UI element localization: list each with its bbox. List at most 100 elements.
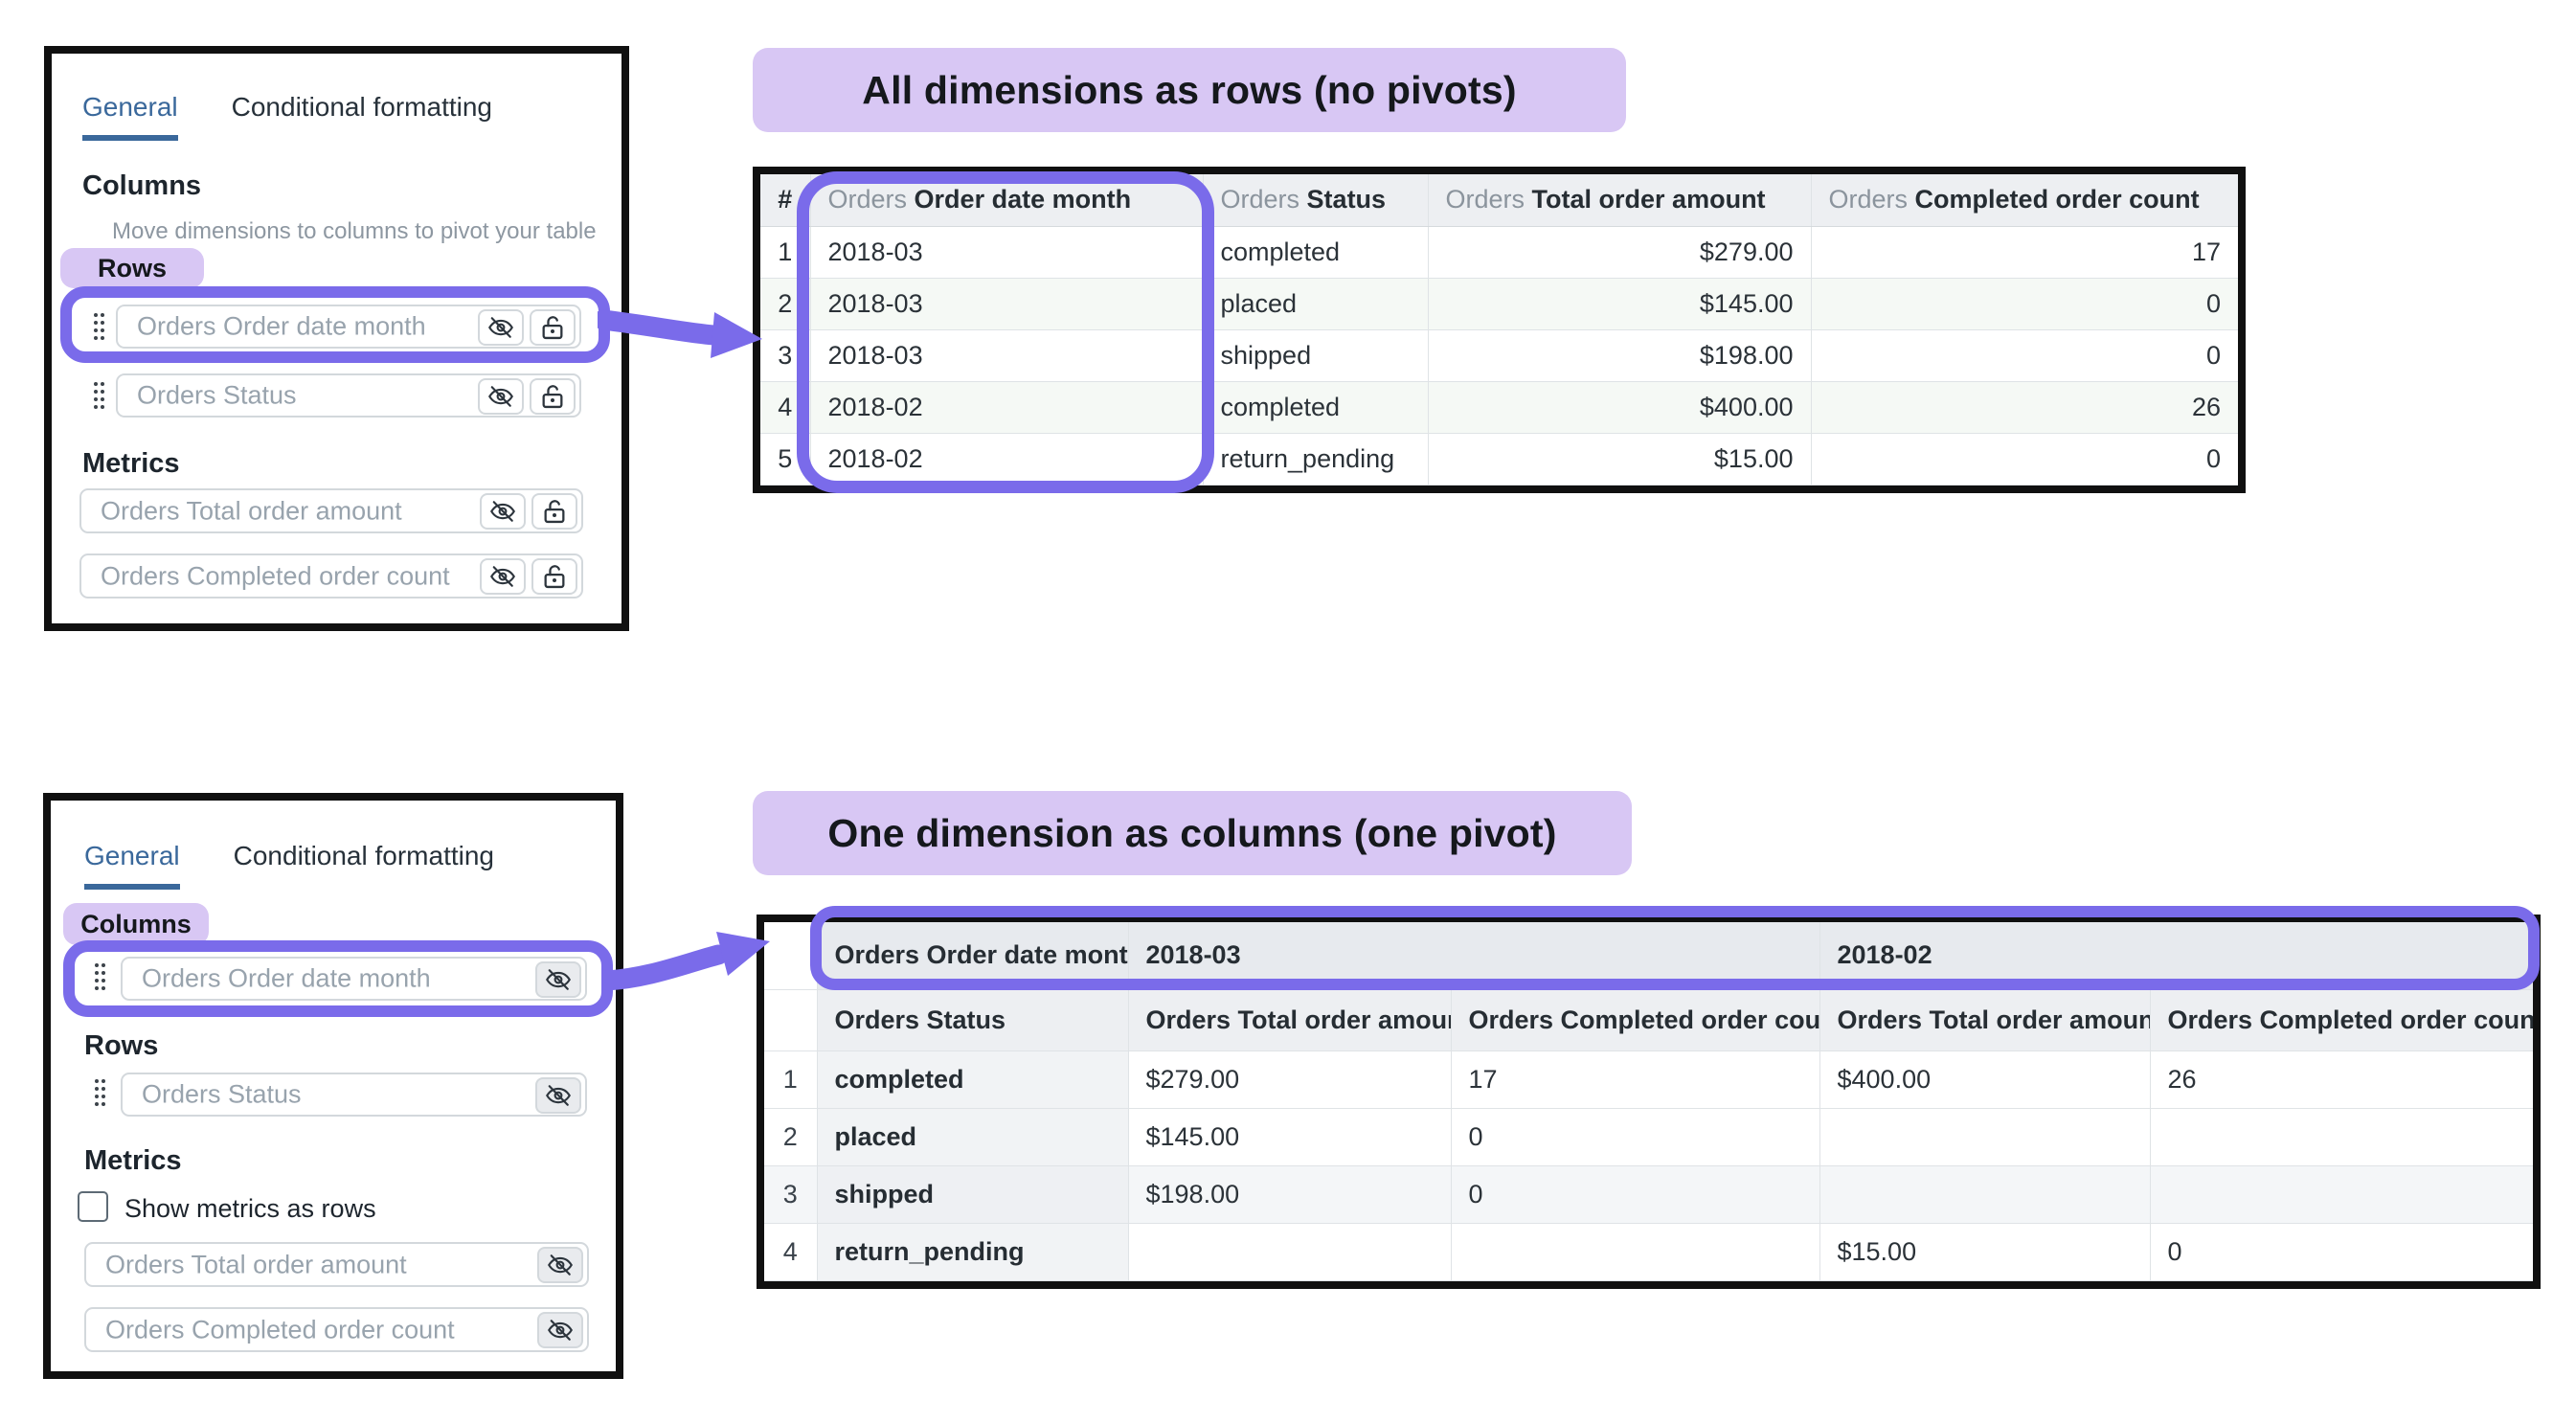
lock-field-button[interactable] <box>530 378 576 415</box>
field-orders-order-date-month[interactable]: Orders Order date month <box>121 957 587 1001</box>
col-header-total-order-amount[interactable]: Orders Total order amount <box>1428 174 1812 227</box>
table-settings-panel-one-pivot: General Conditional formatting Columns O… <box>43 793 623 1379</box>
hide-field-button[interactable] <box>537 1247 583 1283</box>
row-number-cell: 1 <box>760 226 811 279</box>
settings-tabs: General Conditional formatting <box>82 92 492 141</box>
drag-handle-icon[interactable] <box>92 960 107 993</box>
field-orders-completed-order-count[interactable]: Orders Completed order count <box>79 553 583 599</box>
col-header-completed-order-count[interactable]: Orders Completed order count <box>1451 989 1820 1051</box>
col-header-total-order-amount[interactable]: Orders Total order amount <box>1819 989 2151 1051</box>
hide-field-button[interactable] <box>478 378 524 415</box>
drag-handle-icon[interactable] <box>91 379 106 412</box>
table-row: 4 return_pending $15.00 0 <box>764 1223 2533 1281</box>
lock-field-button[interactable] <box>530 309 576 346</box>
field-orders-order-date-month[interactable]: Orders Order date month <box>116 305 581 349</box>
row-number-cell: 4 <box>760 381 811 434</box>
tab-conditional-formatting[interactable]: Conditional formatting <box>231 92 492 122</box>
settings-tabs: General Conditional formatting <box>84 841 494 890</box>
table-cell: $145.00 <box>1128 1108 1452 1166</box>
rows-heading: Rows <box>84 1030 159 1061</box>
table-cell <box>2150 1108 2533 1166</box>
table-cell: 2018-03 <box>810 329 1204 382</box>
col-prefix: Orders <box>827 185 908 215</box>
table-row: 3 shipped $198.00 0 <box>764 1165 2533 1224</box>
show-metrics-as-rows-checkbox[interactable] <box>78 1191 108 1222</box>
tab-conditional-formatting[interactable]: Conditional formatting <box>233 841 494 870</box>
hide-field-button[interactable] <box>480 558 526 595</box>
col-prefix: Orders <box>1220 185 1300 215</box>
hide-field-button[interactable] <box>535 1077 581 1114</box>
col-name: Status <box>1306 185 1387 215</box>
field-orders-status[interactable]: Orders Status <box>116 373 581 418</box>
rows-heading-highlighted: Rows <box>60 248 204 288</box>
table-cell: 0 <box>1811 433 2238 486</box>
table-cell: $15.00 <box>1819 1223 2151 1281</box>
blank-cell <box>764 922 818 990</box>
hide-field-button[interactable] <box>478 309 524 346</box>
col-header-status[interactable]: Orders Status <box>1203 174 1429 227</box>
col-header-status[interactable]: Orders Status <box>817 989 1129 1051</box>
field-orders-completed-order-count[interactable]: Orders Completed order count <box>84 1307 589 1352</box>
table-row: 1 2018-03 completed $279.00 17 <box>760 226 2238 279</box>
row-number-cell: 3 <box>764 1165 818 1224</box>
table-cell: 26 <box>2150 1050 2533 1109</box>
tab-general[interactable]: General <box>84 841 180 890</box>
table-cell: placed <box>817 1108 1129 1166</box>
blank-cell <box>764 989 818 1051</box>
table-row: 4 2018-02 completed $400.00 26 <box>760 381 2238 434</box>
table-cell: completed <box>1203 226 1429 279</box>
table-cell: 0 <box>1451 1108 1820 1166</box>
hide-field-button[interactable] <box>480 493 526 530</box>
hide-field-button[interactable] <box>537 1312 583 1348</box>
pivot-field-label[interactable]: Orders Order date month <box>817 922 1129 990</box>
table-cell: 2018-02 <box>810 381 1204 434</box>
table-cell: $15.00 <box>1428 433 1812 486</box>
row-number-cell: 5 <box>760 433 811 486</box>
lock-field-button[interactable] <box>531 558 577 595</box>
col-prefix: Orders <box>1828 185 1909 215</box>
col-header-total-order-amount[interactable]: Orders Total order amount <box>1128 989 1452 1051</box>
col-header-order-date-month[interactable]: Orders Order date month <box>810 174 1204 227</box>
table-cell: return_pending <box>817 1223 1129 1281</box>
show-metrics-as-rows-label: Show metrics as rows <box>124 1194 376 1223</box>
hide-field-button[interactable] <box>535 961 581 998</box>
table-row: 2 placed $145.00 0 <box>764 1108 2533 1166</box>
field-orders-total-order-amount[interactable]: Orders Total order amount <box>79 488 583 533</box>
field-orders-total-order-amount[interactable]: Orders Total order amount <box>84 1242 589 1287</box>
table-cell: $400.00 <box>1428 381 1812 434</box>
drag-handle-icon[interactable] <box>91 310 106 343</box>
result-table-one-pivot: Orders Order date month 2018-03 2018-02 … <box>757 915 2541 1289</box>
col-name: Total order amount <box>1531 185 1766 215</box>
pivot-value-2018-03[interactable]: 2018-03 <box>1128 922 1820 990</box>
col-prefix: Orders <box>1445 185 1525 215</box>
table-cell: $198.00 <box>1128 1165 1452 1224</box>
drag-handle-icon[interactable] <box>92 1076 107 1109</box>
table-cell: completed <box>817 1050 1129 1109</box>
table-cell: 17 <box>1811 226 2238 279</box>
annotation-banner-no-pivots: All dimensions as rows (no pivots) <box>753 48 1626 132</box>
field-label: Orders Status <box>142 1079 302 1109</box>
table-cell: 0 <box>1451 1165 1820 1224</box>
table-row: 2 2018-03 placed $145.00 0 <box>760 278 2238 330</box>
table-cell: 2018-03 <box>810 226 1204 279</box>
table-settings-panel-no-pivot: General Conditional formatting Columns M… <box>44 46 629 631</box>
table-cell: placed <box>1203 278 1429 330</box>
table-cell <box>1819 1165 2151 1224</box>
col-header-completed-order-count[interactable]: Orders Completed order count <box>1811 174 2238 227</box>
table-row: 5 2018-02 return_pending $15.00 0 <box>760 433 2238 486</box>
lock-field-button[interactable] <box>531 493 577 530</box>
field-label: Orders Completed order count <box>101 561 450 590</box>
col-header-completed-order-count[interactable]: Orders Completed order count <box>2150 989 2533 1051</box>
table-cell: $145.00 <box>1428 278 1812 330</box>
field-label: Orders Order date month <box>137 311 426 341</box>
columns-hint: Move dimensions to columns to pivot your… <box>112 218 597 244</box>
table-cell: $279.00 <box>1128 1050 1452 1109</box>
field-orders-status[interactable]: Orders Status <box>121 1073 587 1117</box>
col-header-row-number[interactable]: # <box>760 174 811 227</box>
table-cell: return_pending <box>1203 433 1429 486</box>
table-cell <box>1819 1108 2151 1166</box>
table-cell: 26 <box>1811 381 2238 434</box>
tab-general[interactable]: General <box>82 92 178 141</box>
pivot-value-2018-02[interactable]: 2018-02 <box>1819 922 2533 990</box>
table-cell <box>1128 1223 1452 1281</box>
